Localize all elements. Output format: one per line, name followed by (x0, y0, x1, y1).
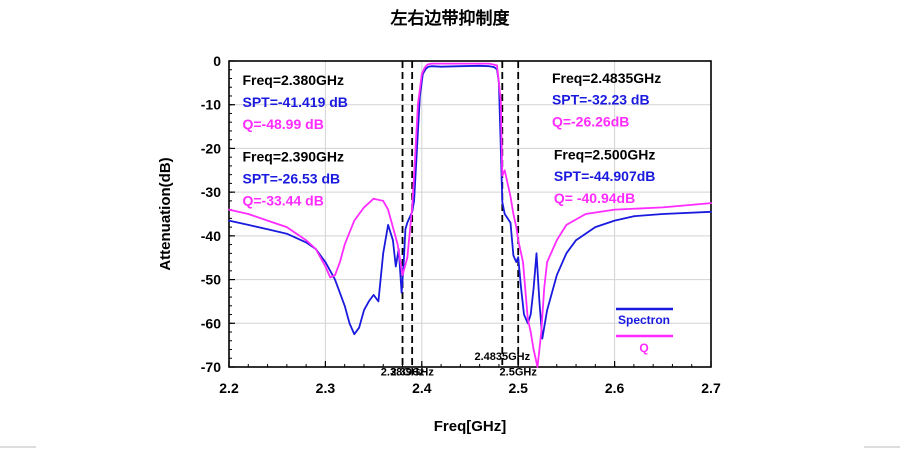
axis-ticks: 2.2 2.3 2.4 2.5 2.6 2.7 0 -10 -20 -30 -40 -50 -60 -70 (201, 53, 721, 396)
ann-freq-24835: Freq=2.4835GHz (552, 70, 661, 86)
y-tick-label: -60 (201, 315, 221, 331)
series-lines (228, 62, 712, 368)
marker-annotations: Freq=2.380GHz SPT=-41.419 dB Q=-48.99 dB Fr… (242, 70, 661, 208)
x-tick-label: 2.7 (701, 380, 721, 396)
ann-spt-2390: SPT=-26.53 dB (242, 170, 340, 186)
ann-spt-2380: SPT=-41.419 dB (242, 94, 347, 110)
y-tick-label: -50 (201, 272, 221, 288)
plot-frame (228, 60, 712, 368)
y-tick-label: -20 (201, 140, 221, 156)
legend-label-spectron: Spectron (618, 313, 670, 327)
y-axis-label: Attenuation(dB) (157, 157, 174, 270)
x-tick-label: 2.5 (508, 380, 528, 396)
x-axis-label: Freq[GHz] (434, 418, 507, 435)
ann-q-2500: Q= -40.94dB (554, 190, 635, 206)
ann-freq-2500: Freq=2.500GHz (554, 146, 656, 162)
ann-freq-2390: Freq=2.390GHz (242, 149, 344, 165)
marker-label: 2.39GHz (390, 366, 434, 378)
x-tick-label: 2.2 (219, 380, 239, 396)
chart-title: 左右边带抑制度 (391, 8, 511, 28)
marker-label: 2.4835GHz (474, 351, 530, 363)
ann-spt-24835: SPT=-32.23 dB (552, 92, 650, 108)
ann-q-24835: Q=-26.26dB (552, 114, 629, 130)
ann-freq-2380: Freq=2.380GHz (242, 72, 344, 88)
x-tick-label: 2.3 (316, 380, 336, 396)
marker-label: 2.38GHz (381, 366, 425, 378)
legend: Spectron Q (616, 307, 673, 355)
series-line-q (228, 62, 712, 368)
y-tick-label: -30 (201, 184, 221, 200)
x-tick-label: 2.4 (412, 380, 432, 396)
y-tick-label: 0 (213, 53, 221, 69)
ann-q-2390: Q=-33.44 dB (242, 192, 323, 208)
series-line-spectron (228, 64, 712, 340)
marker-label: 2.5GHz (500, 366, 538, 378)
ann-spt-2500: SPT=-44.907dB (554, 168, 656, 184)
y-tick-label: -10 (201, 97, 221, 113)
y-tick-label: -40 (201, 228, 221, 244)
legend-label-q: Q (639, 341, 648, 355)
ann-q-2380: Q=-48.99 dB (242, 116, 323, 132)
x-tick-label: 2.6 (605, 380, 625, 396)
y-tick-label: -70 (201, 359, 221, 375)
